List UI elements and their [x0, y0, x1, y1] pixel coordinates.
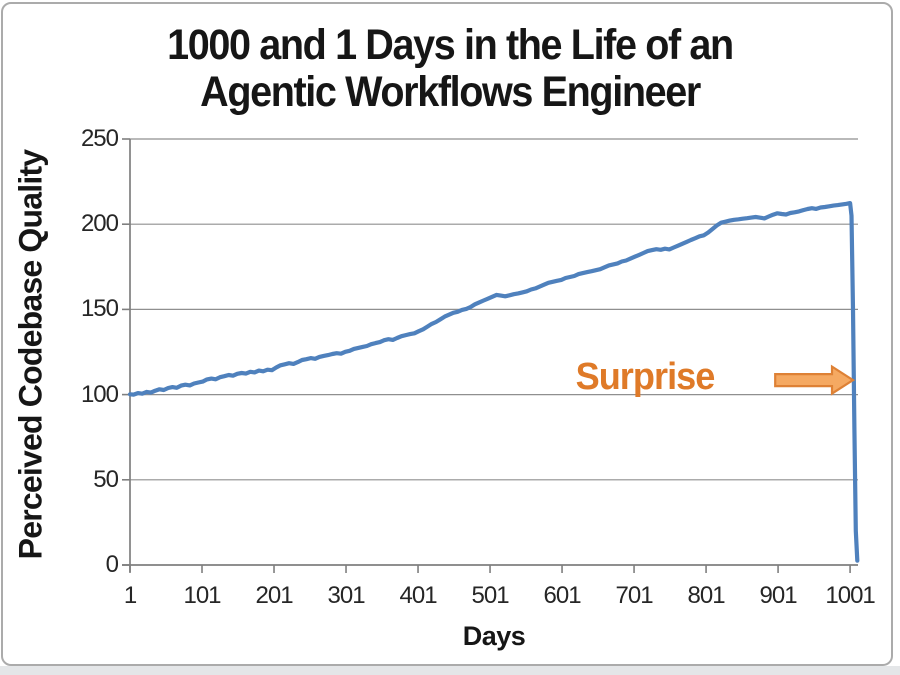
y-tick-label-100: 100	[80, 380, 119, 408]
x-axis-title: Days	[462, 621, 526, 651]
y-tick-label-150: 150	[80, 295, 119, 323]
y-tick-label-200: 200	[80, 210, 119, 238]
x-tick-label-401: 401	[399, 582, 438, 609]
x-tick-label-601: 601	[543, 582, 582, 609]
x-tick-label-501: 501	[471, 582, 510, 609]
x-tick-label-301: 301	[327, 582, 365, 609]
y-tick-label-250: 250	[80, 125, 119, 152]
x-tick-label-201: 201	[255, 582, 293, 609]
chart-frame	[1, 2, 893, 666]
y-tick-label-0: 0	[105, 551, 119, 578]
x-tick-label-1001: 1001	[825, 582, 875, 609]
bottom-edge-strip	[0, 666, 900, 675]
chart-title-line1: 1000 and 1 Days in the Life of an	[167, 21, 734, 69]
quality-line	[127, 201, 860, 563]
x-tick-label-801: 801	[687, 582, 726, 609]
x-tick-label-1: 1	[123, 582, 137, 609]
chart-title-line2: Agentic Workflows Engineer	[200, 68, 701, 117]
chart-title: 1000 and 1 Days in the Life of an Agenti…	[36, 21, 864, 117]
surprise-arrow-icon	[774, 364, 856, 396]
surprise-annotation: Surprise	[575, 356, 715, 399]
x-tick-label-101: 101	[183, 582, 221, 609]
x-tick-label-701: 701	[615, 582, 654, 609]
x-tick-label-901: 901	[759, 582, 798, 609]
y-tick-label-50: 50	[93, 465, 119, 493]
